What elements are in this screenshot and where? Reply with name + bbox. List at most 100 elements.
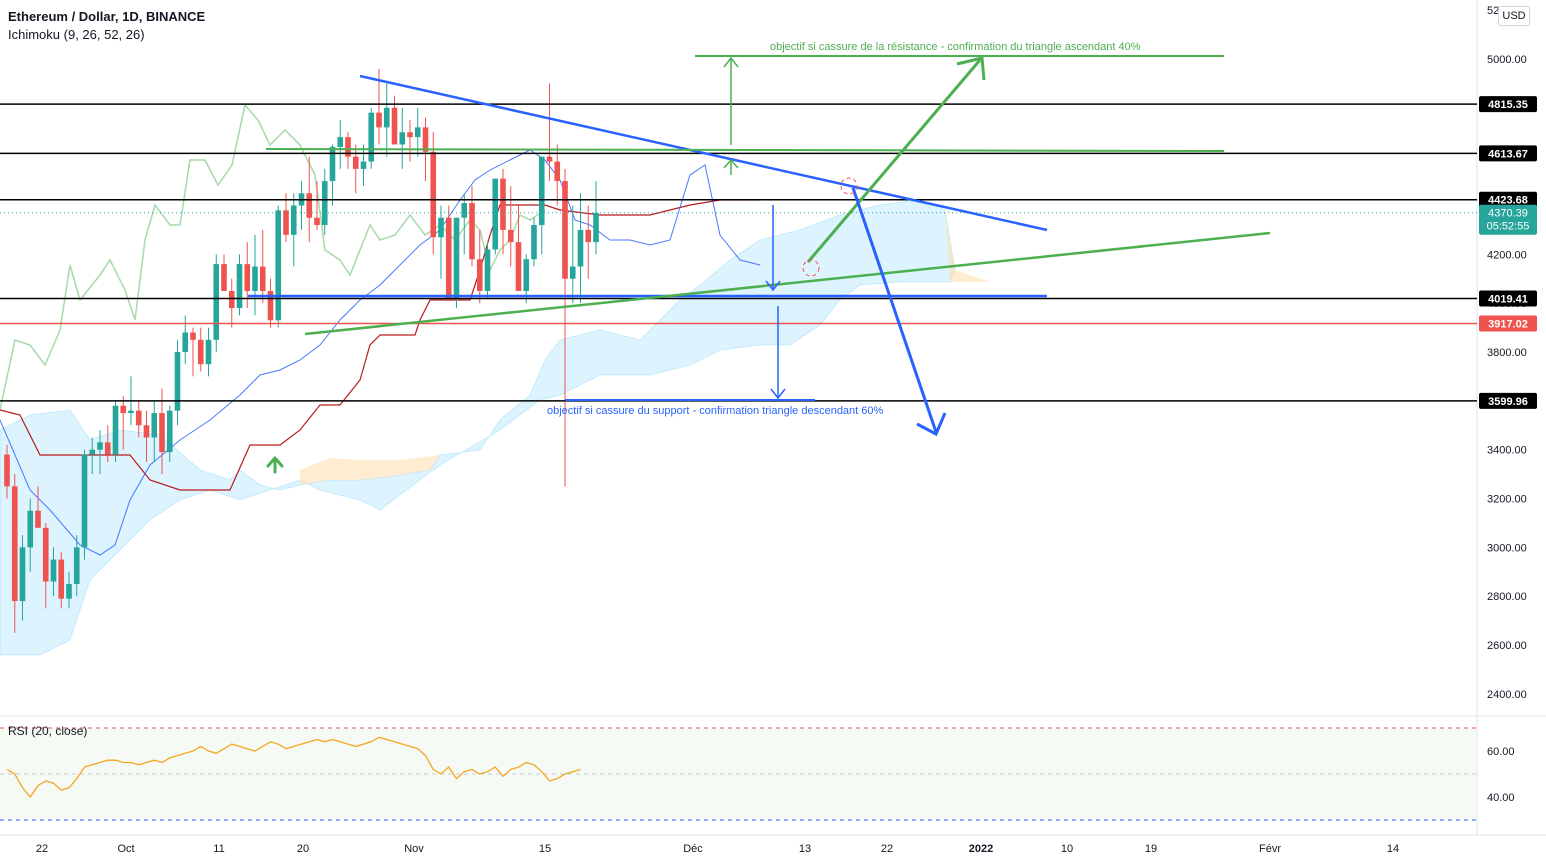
y-tick-label: 3200.00 bbox=[1487, 494, 1527, 506]
candle-body bbox=[407, 132, 413, 138]
candle-body bbox=[35, 510, 41, 528]
candle-body bbox=[554, 161, 561, 182]
candle-body bbox=[159, 413, 165, 453]
x-tick-label: 14 bbox=[1387, 843, 1399, 855]
x-tick-label: 13 bbox=[799, 843, 811, 855]
price-level-label: 4815.35 bbox=[1488, 99, 1528, 111]
chart-title: Ethereum / Dollar, 1D, BINANCE bbox=[8, 9, 206, 24]
candle-body bbox=[174, 352, 181, 411]
candle-body bbox=[104, 442, 111, 455]
candle-body bbox=[569, 266, 576, 279]
candle-body bbox=[469, 203, 475, 260]
chikou-span bbox=[0, 103, 546, 411]
x-tick-label: 19 bbox=[1145, 843, 1157, 855]
candle-body bbox=[128, 410, 134, 414]
highlight-circle bbox=[840, 177, 858, 195]
support-target-annotation: objectif si cassure du support - confirm… bbox=[547, 405, 884, 417]
candle-body bbox=[515, 242, 522, 291]
price-level-tag bbox=[1479, 290, 1537, 307]
candle-body bbox=[562, 181, 568, 279]
arrow-head bbox=[956, 56, 986, 81]
candle-body bbox=[453, 217, 460, 299]
arrow-head bbox=[723, 158, 739, 169]
arrow-head bbox=[723, 56, 739, 68]
last-price-tag bbox=[1479, 204, 1537, 235]
candle-body bbox=[476, 259, 483, 291]
x-tick-label: Nov bbox=[404, 843, 424, 855]
candle-body bbox=[221, 264, 227, 291]
bullish-projection-arrow bbox=[806, 59, 982, 263]
arrow-head bbox=[916, 412, 947, 437]
candle-body bbox=[135, 410, 142, 426]
candle-body bbox=[97, 442, 103, 450]
candle-body bbox=[252, 266, 258, 291]
price-level-tag bbox=[1479, 96, 1537, 113]
candle-body bbox=[228, 290, 235, 309]
candle-body bbox=[275, 210, 282, 321]
x-tick-label: Oct bbox=[117, 843, 134, 855]
candle-body bbox=[290, 205, 297, 235]
candle-body bbox=[19, 547, 26, 602]
candle-body bbox=[4, 454, 10, 487]
price-level-tag bbox=[1479, 392, 1537, 409]
candle-body bbox=[376, 112, 382, 128]
x-tick-label: Déc bbox=[683, 843, 703, 855]
candle-body bbox=[523, 259, 530, 291]
candle-body bbox=[27, 510, 34, 548]
candle-body bbox=[244, 264, 251, 291]
candle-body bbox=[321, 181, 328, 226]
price-level-tag bbox=[1479, 145, 1537, 162]
rsi-label: RSI (20, close) bbox=[8, 724, 88, 738]
candle-body bbox=[166, 410, 173, 453]
x-tick-label: 10 bbox=[1061, 843, 1073, 855]
candle-body bbox=[66, 583, 72, 599]
candle-body bbox=[585, 229, 592, 243]
candle-body bbox=[89, 449, 96, 455]
last-price-countdown: 05:52:55 bbox=[1487, 221, 1530, 233]
x-tick-label: 11 bbox=[213, 843, 224, 855]
x-tick-label: 2022 bbox=[969, 843, 993, 855]
candle-body bbox=[120, 405, 127, 414]
candle-body bbox=[414, 127, 421, 138]
price-level-tag bbox=[1479, 191, 1537, 208]
y-tick-label: 2400.00 bbox=[1487, 689, 1527, 701]
candle-body bbox=[151, 413, 158, 438]
price-level-label: 3599.96 bbox=[1488, 396, 1528, 408]
price-level-tag bbox=[1479, 315, 1537, 332]
candle-body bbox=[352, 156, 359, 169]
x-tick-label: 22 bbox=[881, 843, 893, 855]
y-tick-label: 5000.00 bbox=[1487, 54, 1527, 66]
candle-body bbox=[11, 486, 18, 602]
x-tick-label: Févr bbox=[1259, 843, 1281, 855]
candle-body bbox=[50, 559, 57, 582]
candle-body bbox=[205, 339, 212, 365]
ichimoku-cloud-bear bbox=[300, 455, 440, 485]
candle-body bbox=[484, 249, 491, 291]
price-level-label: 4423.68 bbox=[1488, 195, 1528, 207]
y-tick-label: 3000.00 bbox=[1487, 542, 1527, 554]
candle-body bbox=[391, 107, 398, 145]
candle-body bbox=[197, 339, 204, 365]
arrow-head bbox=[770, 388, 786, 400]
candle-body bbox=[546, 156, 553, 162]
candle-body bbox=[593, 212, 599, 243]
candle-body bbox=[492, 178, 499, 250]
arrow-head bbox=[765, 280, 781, 292]
candle-body bbox=[383, 107, 390, 128]
candle-body bbox=[531, 225, 537, 260]
bearish-projection-arrow bbox=[851, 187, 938, 433]
candle-body bbox=[314, 217, 320, 226]
candle-body bbox=[430, 151, 437, 238]
tenkan-line bbox=[0, 149, 761, 556]
candle-body bbox=[577, 229, 584, 267]
candle-body bbox=[112, 405, 119, 455]
candle-body bbox=[538, 156, 545, 226]
candle-body bbox=[445, 217, 452, 299]
highlight-circle bbox=[802, 259, 820, 277]
candle-body bbox=[267, 290, 274, 321]
last-price-value: 4370.39 bbox=[1488, 208, 1528, 220]
currency-button[interactable]: USD bbox=[1498, 6, 1530, 26]
y-tick-label: 2600.00 bbox=[1487, 640, 1527, 652]
